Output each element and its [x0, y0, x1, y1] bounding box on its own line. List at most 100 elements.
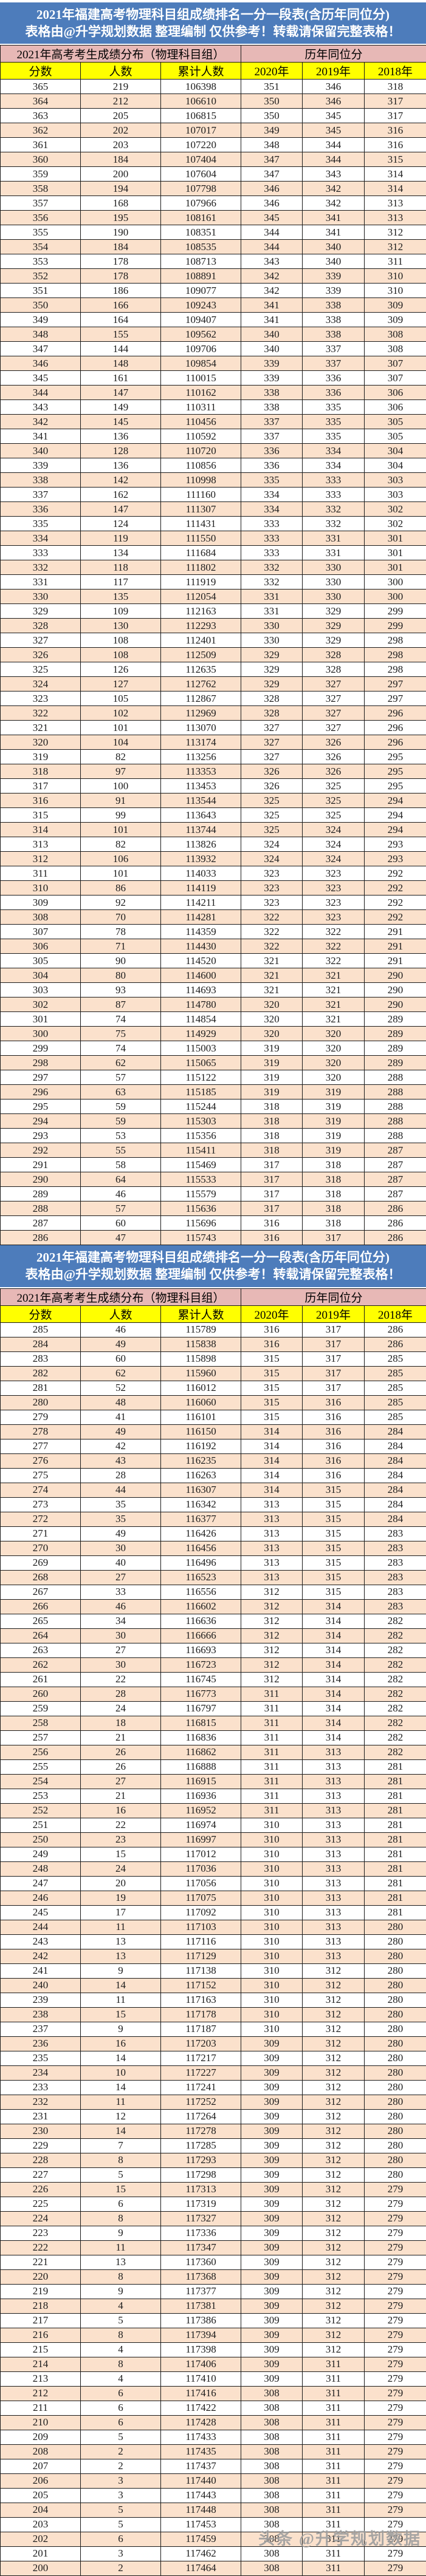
table-cell: 311 [303, 2430, 365, 2444]
table-cell: 97 [81, 764, 161, 779]
table-cell: 338 [241, 400, 303, 415]
table-cell: 308 [241, 2415, 303, 2430]
table-cell: 289 [365, 1056, 426, 1070]
table-cell: 323 [1, 692, 81, 706]
table-cell: 317 [365, 109, 426, 123]
table-cell: 280 [365, 2095, 426, 2109]
table-cell: 60 [81, 1351, 161, 1366]
table-cell: 92 [81, 895, 161, 910]
table-cell: 215 [1, 2342, 81, 2357]
table-cell: 212 [1, 2386, 81, 2401]
table-cell: 115838 [161, 1337, 241, 1351]
table-cell: 264 [1, 1628, 81, 1643]
table-cell: 313 [303, 1745, 365, 1759]
table-cell: 351 [1, 284, 81, 298]
table-cell: 286 [1, 1231, 81, 1245]
table-cell: 282 [365, 1716, 426, 1730]
table-cell: 9 [81, 1963, 161, 1978]
table-cell: 117116 [161, 1934, 241, 1949]
table-cell: 239 [1, 1993, 81, 2007]
table-cell: 28 [81, 1468, 161, 1483]
table-cell: 343 [303, 167, 365, 182]
table-cell: 18 [81, 1716, 161, 1730]
table-cell: 117178 [161, 2007, 241, 2022]
table-cell: 309 [241, 2197, 303, 2211]
table-cell: 351 [241, 80, 303, 94]
table-cell: 113070 [161, 721, 241, 735]
table-cell: 63 [81, 1085, 161, 1099]
table-cell: 219 [81, 80, 161, 94]
table-cell: 110998 [161, 473, 241, 488]
table-cell: 312 [303, 2240, 365, 2255]
table-cell: 110015 [161, 371, 241, 386]
table-cell: 207 [1, 2459, 81, 2473]
table-cell: 318 [303, 1172, 365, 1187]
table-cell: 117152 [161, 1978, 241, 1993]
table-cell: 313 [303, 1905, 365, 1920]
table-cell: 279 [365, 2371, 426, 2386]
table-cell: 335 [303, 415, 365, 429]
table-cell: 312 [303, 1993, 365, 2007]
table-cell: 311 [1, 866, 81, 881]
table-cell: 281 [365, 1803, 426, 1818]
table-cell: 337 [303, 342, 365, 356]
table-cell: 291 [365, 954, 426, 968]
table-cell: 309 [241, 2284, 303, 2299]
table-cell: 304 [365, 444, 426, 458]
table-cell: 298 [365, 662, 426, 677]
table-cell: 116974 [161, 1818, 241, 1832]
table-cell: 311 [303, 2473, 365, 2488]
table-cell: 318 [303, 1187, 365, 1201]
table-cell: 314 [303, 1628, 365, 1643]
table-cell: 11 [81, 1920, 161, 1934]
table-cell: 280 [365, 2124, 426, 2138]
table-cell: 242 [1, 1949, 81, 1963]
table-cell: 114929 [161, 1027, 241, 1041]
table-cell: 320 [303, 1070, 365, 1085]
table-cell: 116012 [161, 1381, 241, 1395]
table-cell: 259 [1, 1701, 81, 1716]
table-cell: 57 [81, 1070, 161, 1085]
table-cell: 117406 [161, 2357, 241, 2371]
table-cell: 281 [365, 1861, 426, 1876]
table-cell: 117298 [161, 2167, 241, 2182]
table-cell: 312 [303, 2255, 365, 2269]
table-cell: 112401 [161, 633, 241, 648]
table-cell: 301 [365, 531, 426, 546]
table-cell: 315 [303, 1483, 365, 1497]
table-cell: 130 [81, 619, 161, 633]
table-cell: 43 [81, 1453, 161, 1468]
table-cell: 310 [241, 1949, 303, 1963]
table-cell: 309 [241, 2357, 303, 2371]
table-cell: 280 [365, 1963, 426, 1978]
table-cell: 287 [365, 1172, 426, 1187]
table-cell: 316 [241, 1322, 303, 1337]
table-cell: 28 [81, 1687, 161, 1701]
table-cell: 116150 [161, 1424, 241, 1439]
table-cell: 324 [303, 823, 365, 837]
table-cell: 279 [365, 2182, 426, 2197]
table-cell: 316 [241, 1337, 303, 1351]
table-cell: 279 [365, 2532, 426, 2546]
table-cell: 53 [81, 1129, 161, 1143]
table-cell: 13 [81, 1934, 161, 1949]
table-cell: 332 [241, 560, 303, 575]
table-cell: 221 [1, 2255, 81, 2269]
table-cell: 300 [365, 590, 426, 604]
table-cell: 328 [1, 619, 81, 633]
table-cell: 111307 [161, 502, 241, 517]
table-cell: 224 [1, 2211, 81, 2226]
